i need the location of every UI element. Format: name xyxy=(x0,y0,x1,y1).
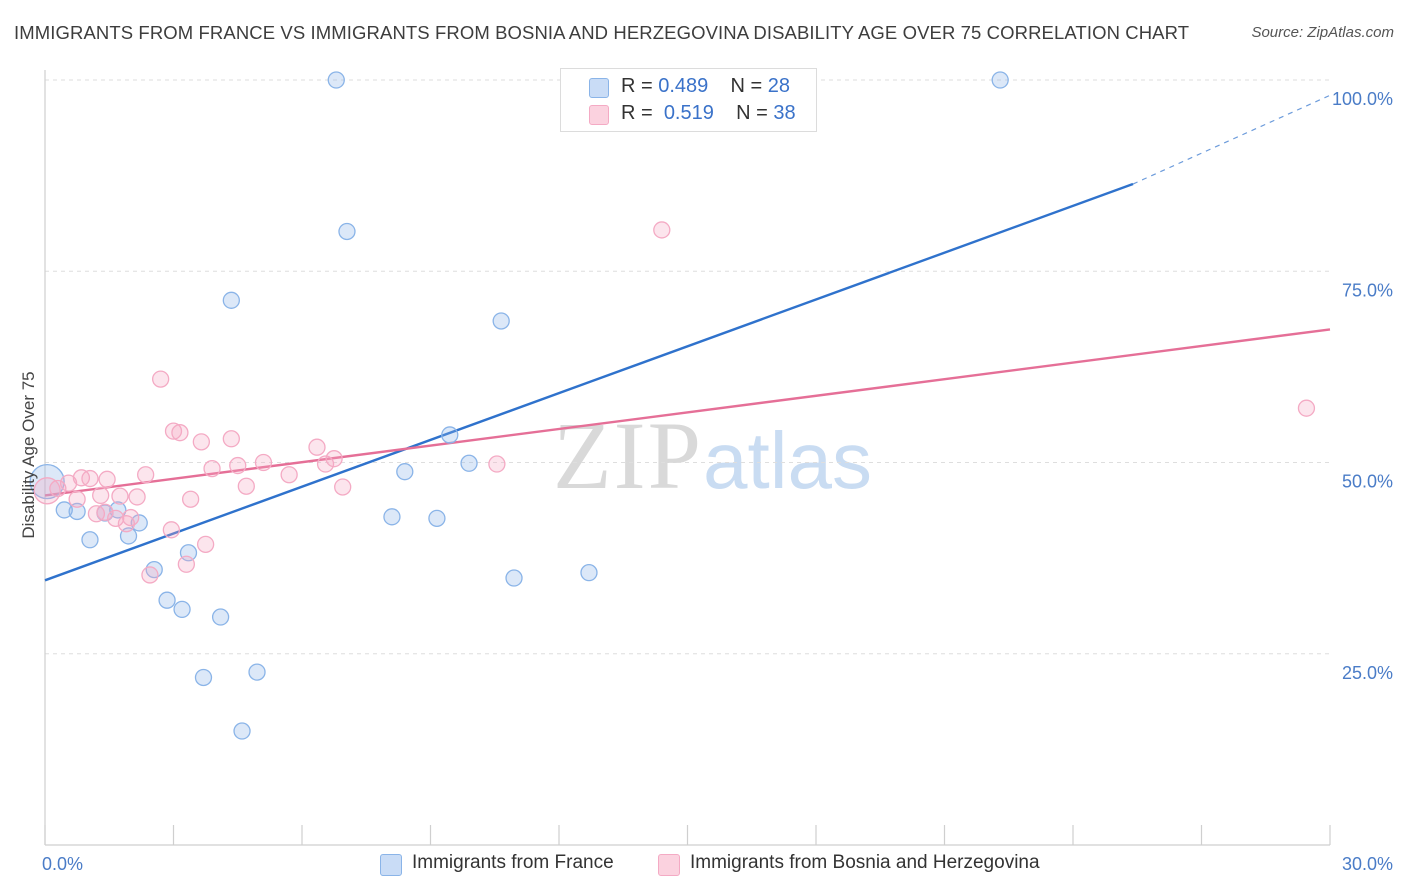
point-bosnia xyxy=(81,469,99,488)
point-bosnia xyxy=(49,479,67,498)
point-france xyxy=(460,454,478,472)
point-bosnia xyxy=(203,459,221,478)
watermark-atlas: atlas xyxy=(703,416,872,505)
y-tick-label: 75.0% xyxy=(1342,280,1393,300)
legend-r-label: R = xyxy=(621,75,653,97)
point-france xyxy=(505,569,523,587)
point-france xyxy=(991,71,1009,89)
point-bosnia xyxy=(653,221,671,239)
point-bosnia xyxy=(137,466,155,484)
point-france xyxy=(222,291,240,309)
axes xyxy=(44,70,1331,846)
point-bosnia xyxy=(151,370,170,388)
y-axis-label: Disability Age Over 75 xyxy=(19,371,38,538)
point-bosnia xyxy=(87,505,106,523)
point-bosnia xyxy=(68,490,86,508)
point-bosnia xyxy=(177,555,196,573)
point-france xyxy=(441,426,459,444)
point-france xyxy=(68,502,86,521)
point-france xyxy=(428,509,446,527)
point-france xyxy=(233,722,251,740)
point-bosnia xyxy=(280,466,298,484)
point-france xyxy=(383,508,401,526)
point-france xyxy=(194,668,213,687)
point-bosnia xyxy=(98,470,116,488)
point-france xyxy=(327,71,345,89)
point-bosnia xyxy=(128,488,146,506)
grid xyxy=(45,79,1330,655)
point-bosnia xyxy=(141,566,159,584)
point-bosnia xyxy=(237,477,255,495)
legend-n-value-france: 28 xyxy=(767,75,791,97)
legend-text-france: R = 0.489 N = 28 xyxy=(621,75,790,98)
y-tick-label: 50.0% xyxy=(1342,472,1393,492)
bottom-legend-swatch-bosnia xyxy=(658,854,680,876)
bottom-legend-label-france: Immigrants from France xyxy=(412,852,614,873)
point-france xyxy=(173,600,191,619)
trend-lines xyxy=(44,94,1331,582)
legend-text-bosnia: R = 0.519 N = 38 xyxy=(621,102,796,125)
point-bosnia xyxy=(111,487,129,505)
x-tick-label-min: 0.0% xyxy=(42,854,83,874)
point-france xyxy=(158,591,176,609)
point-france xyxy=(396,463,414,481)
chart-title: IMMIGRANTS FROM FRANCE VS IMMIGRANTS FRO… xyxy=(14,22,1190,43)
point-france xyxy=(81,531,99,549)
point-bosnia xyxy=(308,438,326,456)
point-france xyxy=(130,514,148,532)
trend-line-bosnia xyxy=(44,328,1331,497)
trend-line-france xyxy=(44,182,1134,582)
point-bosnia xyxy=(122,508,140,527)
point-bosnia xyxy=(181,490,200,508)
point-france xyxy=(248,663,266,681)
point-bosnia xyxy=(488,455,506,473)
legend-r-label: R = xyxy=(621,102,653,124)
trend-line-france-extension xyxy=(1132,94,1331,185)
legend-n-label: N = xyxy=(730,75,763,97)
point-france xyxy=(580,564,598,582)
point-france xyxy=(211,608,230,626)
legend-n-label: N = xyxy=(736,102,768,124)
point-bosnia xyxy=(96,503,114,521)
point-bosnia xyxy=(59,474,78,492)
y-tick-label: 100.0% xyxy=(1332,89,1393,109)
point-bosnia xyxy=(316,455,335,473)
point-bosnia xyxy=(92,486,110,505)
point-bosnia xyxy=(1297,399,1316,417)
legend-r-value-bosnia: 0.519 xyxy=(663,102,714,124)
point-bosnia xyxy=(164,422,183,440)
y-tick-label: 25.0% xyxy=(1342,663,1393,683)
bottom-legend-label-bosnia: Immigrants from Bosnia and Herzegovina xyxy=(690,852,1040,873)
point-bosnia xyxy=(33,477,61,505)
legend-swatch-france xyxy=(589,78,609,98)
point-bosnia xyxy=(107,509,125,527)
point-bosnia xyxy=(229,456,247,475)
point-france xyxy=(492,312,510,330)
point-bosnia xyxy=(254,453,273,472)
data-points xyxy=(29,71,1316,740)
point-bosnia xyxy=(196,535,215,554)
point-bosnia xyxy=(325,450,343,468)
point-bosnia xyxy=(222,430,240,448)
chart-source: Source: ZipAtlas.com xyxy=(1251,24,1394,41)
x-tick-label-max: 30.0% xyxy=(1342,854,1393,874)
point-france xyxy=(338,222,356,241)
point-france xyxy=(29,463,65,500)
legend-r-value-france: 0.489 xyxy=(658,75,709,97)
point-bosnia xyxy=(192,433,210,451)
point-bosnia xyxy=(162,521,181,539)
legend-n-value-bosnia: 38 xyxy=(773,102,796,124)
bottom-legend-swatch-france xyxy=(380,854,402,876)
tick-labels: 25.0% 50.0% 75.0% 100.0% 0.0% 30.0% xyxy=(42,89,1393,874)
point-bosnia xyxy=(171,424,189,442)
legend: R = 0.489 N = 28 R = 0.519 N = 38 xyxy=(560,68,817,132)
legend-swatch-bosnia xyxy=(589,105,609,125)
point-bosnia xyxy=(334,478,352,496)
point-france xyxy=(55,501,73,519)
